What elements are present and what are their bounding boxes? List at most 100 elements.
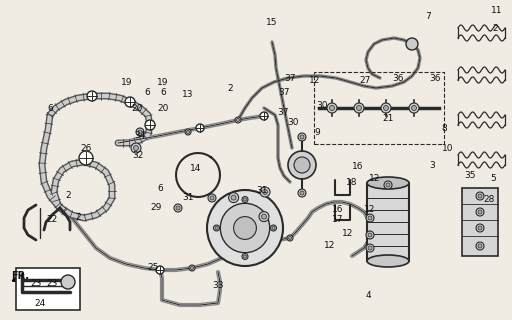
Bar xyxy=(16,268,80,310)
Text: 2: 2 xyxy=(227,84,233,92)
Circle shape xyxy=(356,106,361,110)
Circle shape xyxy=(233,217,257,239)
Text: 31: 31 xyxy=(256,186,268,195)
Circle shape xyxy=(478,244,482,248)
Text: 16: 16 xyxy=(332,205,344,214)
Bar xyxy=(367,183,409,261)
Text: 12: 12 xyxy=(365,205,376,214)
Text: 21: 21 xyxy=(382,114,394,123)
Text: 13: 13 xyxy=(182,90,194,99)
Text: 12: 12 xyxy=(343,229,354,238)
Text: 32: 32 xyxy=(132,150,144,159)
Text: 27: 27 xyxy=(359,76,371,84)
Ellipse shape xyxy=(367,255,409,267)
Text: 11: 11 xyxy=(491,5,503,14)
Circle shape xyxy=(478,194,482,198)
Text: 17: 17 xyxy=(332,215,344,225)
Text: 6: 6 xyxy=(157,183,163,193)
Text: 22: 22 xyxy=(47,215,58,225)
Circle shape xyxy=(478,226,482,230)
Text: 9: 9 xyxy=(314,127,320,137)
Circle shape xyxy=(145,120,155,130)
Text: 10: 10 xyxy=(442,143,454,153)
Circle shape xyxy=(476,224,484,232)
Circle shape xyxy=(298,133,306,141)
Circle shape xyxy=(406,38,418,50)
Circle shape xyxy=(288,151,316,179)
Circle shape xyxy=(189,265,195,271)
Circle shape xyxy=(381,103,391,113)
Circle shape xyxy=(262,214,267,219)
Circle shape xyxy=(366,244,374,252)
Circle shape xyxy=(156,266,164,274)
Text: 28: 28 xyxy=(483,196,495,204)
Text: 4: 4 xyxy=(365,291,371,300)
Circle shape xyxy=(79,151,93,165)
Circle shape xyxy=(228,193,239,203)
Text: 20: 20 xyxy=(131,103,143,113)
Text: 30: 30 xyxy=(287,117,298,126)
Circle shape xyxy=(368,233,372,237)
Text: 2: 2 xyxy=(65,191,71,201)
Text: 5: 5 xyxy=(490,173,496,182)
Circle shape xyxy=(244,255,246,258)
Circle shape xyxy=(210,196,214,200)
Text: 12: 12 xyxy=(324,242,336,251)
Circle shape xyxy=(383,106,389,110)
Text: 36: 36 xyxy=(429,74,441,83)
Circle shape xyxy=(368,246,372,250)
Circle shape xyxy=(131,143,141,153)
Text: 6: 6 xyxy=(160,87,166,97)
Ellipse shape xyxy=(367,177,409,189)
Circle shape xyxy=(138,130,142,134)
Bar xyxy=(314,72,444,144)
Text: 2: 2 xyxy=(75,213,81,222)
Text: 6: 6 xyxy=(144,87,150,97)
Circle shape xyxy=(174,204,182,212)
Text: 19: 19 xyxy=(121,77,133,86)
Text: 33: 33 xyxy=(212,281,224,290)
Text: 3: 3 xyxy=(429,161,435,170)
Circle shape xyxy=(366,231,374,239)
Circle shape xyxy=(366,214,374,222)
Circle shape xyxy=(476,192,484,200)
Text: 29: 29 xyxy=(151,204,162,212)
Circle shape xyxy=(237,118,240,122)
Circle shape xyxy=(215,227,218,229)
Circle shape xyxy=(287,235,293,241)
Circle shape xyxy=(185,129,191,135)
Text: 25: 25 xyxy=(147,263,159,273)
Circle shape xyxy=(242,253,248,260)
Text: 31: 31 xyxy=(182,194,194,203)
Circle shape xyxy=(294,157,310,173)
Text: 20: 20 xyxy=(157,103,168,113)
Circle shape xyxy=(231,195,236,200)
Circle shape xyxy=(288,236,291,239)
Text: 8: 8 xyxy=(441,124,447,132)
Text: 34: 34 xyxy=(134,131,146,140)
Circle shape xyxy=(260,187,270,197)
Circle shape xyxy=(136,128,144,136)
Circle shape xyxy=(354,103,364,113)
Circle shape xyxy=(412,106,416,110)
Circle shape xyxy=(300,135,304,139)
Text: 12: 12 xyxy=(369,173,381,182)
Circle shape xyxy=(134,146,139,150)
Circle shape xyxy=(476,208,484,216)
Circle shape xyxy=(186,131,189,133)
Circle shape xyxy=(476,242,484,250)
Circle shape xyxy=(368,216,372,220)
Text: 35: 35 xyxy=(464,171,476,180)
Text: 18: 18 xyxy=(346,178,358,187)
Text: 23: 23 xyxy=(30,279,41,289)
Circle shape xyxy=(87,91,97,101)
Circle shape xyxy=(386,183,390,187)
Circle shape xyxy=(298,189,306,197)
Circle shape xyxy=(384,181,392,189)
Circle shape xyxy=(208,194,216,202)
Circle shape xyxy=(176,206,180,210)
Text: 37: 37 xyxy=(284,74,296,83)
Text: 16: 16 xyxy=(352,162,364,171)
Circle shape xyxy=(327,103,337,113)
Circle shape xyxy=(242,196,248,203)
